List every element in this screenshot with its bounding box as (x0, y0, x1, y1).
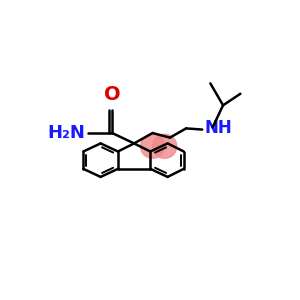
Text: H₂N: H₂N (48, 124, 86, 142)
Circle shape (153, 134, 177, 158)
Text: NH: NH (205, 119, 232, 137)
Text: O: O (104, 85, 121, 104)
Circle shape (141, 134, 165, 158)
